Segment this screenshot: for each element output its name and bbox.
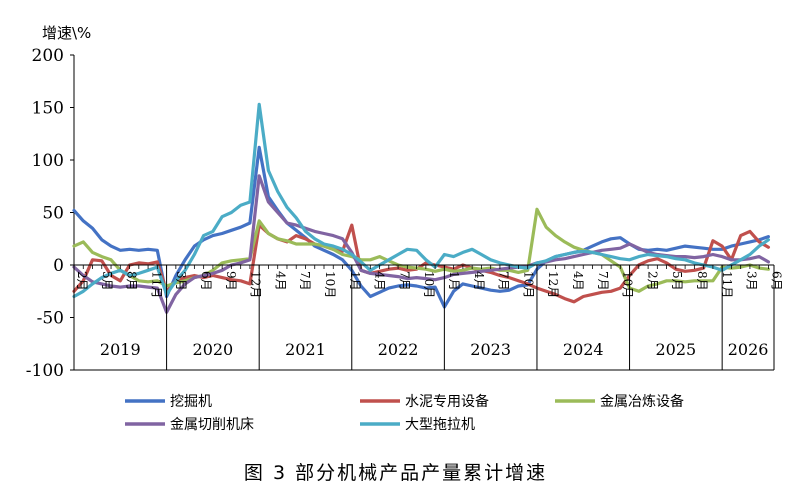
y-tick-label: -50 xyxy=(37,309,64,329)
y-tick-label: 50 xyxy=(42,204,64,224)
x-month-label: 4月 xyxy=(472,271,486,291)
year-label: 2025 xyxy=(655,340,696,359)
x-month-label: 7月 xyxy=(497,271,511,291)
x-month-label: 6月 xyxy=(769,271,783,291)
x-month-label: 7月 xyxy=(596,271,610,291)
x-month-label: 4月 xyxy=(571,271,585,291)
y-tick-label: -100 xyxy=(26,361,64,381)
legend-label: 金属切削机床 xyxy=(170,417,254,433)
x-month-label: 8月 xyxy=(695,271,709,291)
x-month-label: 7月 xyxy=(397,271,411,291)
y-tick-label: 200 xyxy=(32,46,64,66)
x-month-label: 3月 xyxy=(174,271,188,291)
x-month-label: 11月 xyxy=(149,271,163,298)
y-tick-label: 0 xyxy=(53,256,64,276)
x-month-label: 9月 xyxy=(224,271,238,291)
series-line-1 xyxy=(72,145,770,309)
legend-label: 水泥专用设备 xyxy=(405,393,489,410)
legend-label: 金属冶炼设备 xyxy=(600,393,684,410)
x-month-label: 10月 xyxy=(521,271,535,298)
x-month-label: 8月 xyxy=(125,271,139,291)
year-label: 2022 xyxy=(378,340,419,359)
x-axis: 2月 5月 8月 11月 3月 6月 9月 12月 4月 7月 10月 1月 4月 7月 10月 1月 4月 7月… xyxy=(73,264,783,371)
x-month-label: 3月 xyxy=(745,271,759,291)
y-tick-label: 150 xyxy=(32,99,64,119)
plot-area xyxy=(72,102,770,314)
series-line-5 xyxy=(72,102,770,299)
legend-label: 挖掘机 xyxy=(170,394,212,410)
x-month-label: 5月 xyxy=(670,271,684,291)
year-label: 2020 xyxy=(193,340,234,359)
year-label: 2023 xyxy=(470,340,511,359)
x-month-label: 10月 xyxy=(621,271,635,298)
year-label: 2021 xyxy=(285,340,326,359)
x-month-label: 1月 xyxy=(447,271,461,291)
x-month-label: 10月 xyxy=(323,271,337,298)
x-month-label: 5月 xyxy=(100,271,114,291)
legend-label: 大型拖拉机 xyxy=(405,417,475,433)
x-month-label: 10月 xyxy=(422,271,436,298)
year-label: 2024 xyxy=(563,340,604,359)
x-month-label: 12月 xyxy=(546,271,560,298)
x-month-label: 2月 xyxy=(645,271,659,291)
x-month-label: 11月 xyxy=(720,271,734,298)
y-axis: -100 -50 0 50 100 150 200 xyxy=(26,46,75,381)
x-month-label: 6月 xyxy=(199,271,213,291)
x-month-label: 4月 xyxy=(373,271,387,291)
year-label: 2019 xyxy=(100,340,141,359)
x-month-label: 1月 xyxy=(348,271,362,291)
x-month-label: 2月 xyxy=(75,271,89,291)
series-line-4 xyxy=(72,174,770,314)
year-label: 2026 xyxy=(728,340,769,359)
x-month-label: 4月 xyxy=(273,271,287,291)
figure-caption: 图 3 部分机械产品产量累计增速 xyxy=(243,462,548,484)
y-tick-label: 100 xyxy=(32,151,64,171)
x-month-label: 7月 xyxy=(298,271,312,291)
x-month-label: 12月 xyxy=(249,271,263,298)
y-axis-unit-label: 增速\% xyxy=(42,24,91,42)
series-line-2 xyxy=(72,223,770,304)
